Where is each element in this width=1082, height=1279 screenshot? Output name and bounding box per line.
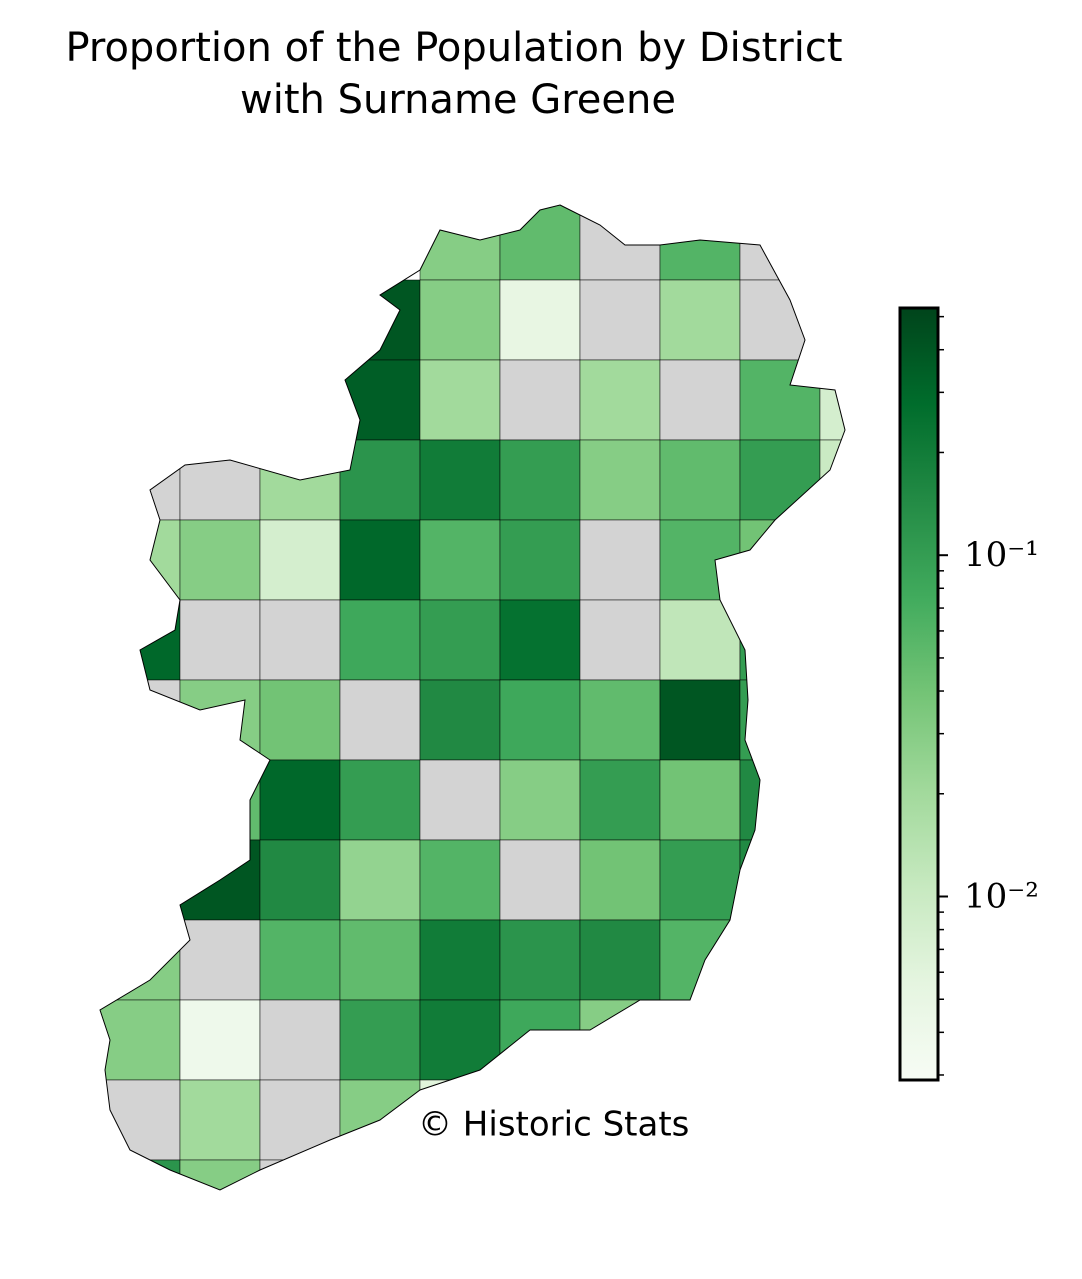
district — [419, 359, 501, 441]
district — [499, 359, 581, 441]
district — [499, 679, 581, 761]
credit: © Historic Stats — [418, 1105, 689, 1145]
district — [659, 679, 741, 761]
district — [339, 679, 421, 761]
district — [339, 919, 421, 1001]
district — [259, 519, 341, 601]
district — [179, 1159, 261, 1190]
district — [419, 519, 501, 601]
district — [739, 519, 821, 601]
district — [179, 439, 261, 521]
district — [259, 1159, 341, 1190]
title-line: Proportion of the Population by District — [65, 25, 842, 71]
district — [739, 359, 821, 441]
district — [339, 839, 421, 921]
district — [579, 679, 661, 761]
district — [259, 999, 341, 1081]
district — [739, 599, 821, 681]
district — [179, 1079, 261, 1161]
district — [579, 205, 661, 281]
district — [579, 279, 661, 361]
district — [499, 999, 581, 1081]
district — [179, 759, 261, 841]
district — [499, 519, 581, 601]
district — [739, 759, 821, 841]
district — [339, 439, 421, 521]
district — [179, 679, 261, 761]
district — [339, 999, 421, 1081]
district — [179, 919, 261, 1001]
district — [659, 279, 741, 361]
district — [659, 919, 741, 1001]
district — [259, 839, 341, 921]
district — [419, 999, 501, 1081]
district — [419, 205, 501, 281]
district — [819, 439, 845, 521]
district — [659, 759, 741, 841]
district — [419, 439, 501, 521]
district — [179, 519, 261, 601]
district — [499, 919, 581, 1001]
district — [499, 599, 581, 681]
district — [659, 839, 741, 921]
district — [739, 679, 821, 761]
district — [419, 759, 501, 841]
district — [739, 279, 821, 361]
district — [739, 439, 821, 521]
district — [100, 1159, 181, 1190]
coastline — [99, 204, 846, 1191]
district — [739, 205, 821, 281]
district — [419, 919, 501, 1001]
district — [179, 999, 261, 1081]
district — [499, 759, 581, 841]
district — [579, 839, 661, 921]
district — [499, 839, 581, 921]
district — [659, 519, 741, 601]
colorbar-fill — [898, 306, 940, 1082]
colorbar-tick-label: 10⁻¹ — [964, 535, 1039, 575]
district — [259, 919, 341, 1001]
district — [259, 759, 341, 841]
district — [339, 279, 421, 361]
district — [339, 759, 421, 841]
district — [499, 205, 581, 281]
district — [100, 999, 181, 1081]
district — [499, 439, 581, 521]
district — [100, 439, 181, 521]
district — [100, 1079, 181, 1161]
district — [579, 439, 661, 521]
district — [499, 279, 581, 361]
district — [419, 599, 501, 681]
colorbar: 10⁻² 10⁻¹ — [898, 306, 1039, 1082]
district — [419, 279, 501, 361]
district — [100, 679, 181, 761]
district — [339, 599, 421, 681]
district — [339, 519, 421, 601]
district — [259, 1079, 341, 1161]
district — [579, 519, 661, 601]
title-line: with Surname Greene — [240, 77, 676, 123]
district — [579, 759, 661, 841]
district — [259, 599, 341, 681]
district — [419, 839, 501, 921]
district — [259, 679, 341, 761]
district — [419, 679, 501, 761]
district — [100, 519, 181, 601]
districts — [100, 205, 845, 1190]
district — [100, 919, 181, 1001]
district — [659, 599, 741, 681]
district — [659, 439, 741, 521]
colorbar-tick-label: 10⁻² — [964, 877, 1039, 917]
district — [579, 599, 661, 681]
district — [739, 839, 821, 921]
district — [179, 599, 261, 681]
district — [100, 599, 181, 681]
district — [819, 359, 845, 441]
district — [659, 359, 741, 441]
district — [579, 359, 661, 441]
district — [579, 919, 661, 1001]
